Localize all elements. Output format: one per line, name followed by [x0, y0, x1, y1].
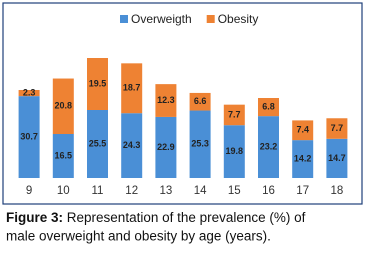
value-label: 7.7: [228, 109, 241, 119]
x-tick-label: 9: [26, 185, 32, 197]
bar-segment: [18, 90, 40, 97]
bar-segment: [258, 116, 279, 178]
value-label: 14.2: [294, 153, 312, 163]
bar-segment: [121, 113, 143, 178]
bar-segment: [52, 78, 74, 134]
value-label: 19.5: [89, 78, 107, 88]
value-label: 22.9: [157, 142, 175, 152]
bar-segment: [258, 98, 279, 117]
bar-segment: [223, 104, 245, 126]
bar-segment: [155, 116, 177, 178]
bar-segment: [87, 110, 108, 178]
value-label: 25.3: [191, 139, 209, 149]
legend-swatch: [120, 15, 128, 23]
bar-segment: [292, 120, 314, 141]
value-label: 7.7: [331, 123, 344, 133]
value-label: 12.3: [157, 95, 175, 105]
caption-label: Figure 3:: [6, 210, 63, 225]
value-label: 19.8: [226, 146, 244, 156]
value-label: 6.8: [262, 101, 275, 111]
value-label: 30.7: [20, 131, 38, 141]
x-tick-label: 10: [57, 185, 70, 197]
bar-segment: [52, 134, 74, 178]
value-label: 6.6: [194, 96, 207, 106]
value-label: 14.7: [328, 153, 346, 163]
value-label: 18.7: [123, 83, 141, 93]
caption-text: male overweight and obesity by age (year…: [6, 229, 271, 244]
legend-label: Overweigth: [131, 12, 192, 26]
x-tick-label: 14: [194, 185, 207, 197]
bar-segment: [87, 58, 108, 110]
bar-segment: [326, 118, 348, 139]
x-tick-label: 13: [160, 185, 173, 197]
x-tick-label: 11: [92, 185, 104, 197]
value-label: 7.4: [296, 125, 309, 135]
bar-segment: [155, 84, 177, 117]
value-label: 24.3: [123, 140, 141, 150]
bar-segment: [292, 140, 314, 178]
value-label: 16.5: [55, 150, 73, 160]
caption-line: Figure 3: Representation of the prevalen…: [6, 210, 306, 225]
bar-segment: [121, 63, 143, 114]
bar-segment: [326, 138, 348, 178]
x-tick-label: 17: [296, 185, 309, 197]
value-label: 20.8: [55, 101, 73, 111]
bar-segment: [18, 96, 40, 178]
x-tick-label: 15: [228, 185, 241, 197]
value-label: 25.5: [89, 138, 107, 148]
bar-segment: [189, 92, 211, 111]
legend-label: Obesity: [218, 12, 259, 26]
x-tick-label: 12: [125, 185, 138, 197]
x-tick-label: 16: [262, 185, 275, 197]
value-label: 2.3: [23, 87, 36, 97]
value-label: 23.2: [260, 141, 278, 151]
bar-segment: [189, 110, 211, 178]
legend-swatch: [206, 15, 215, 23]
x-tick-label: 18: [331, 185, 344, 197]
bar-segment: [223, 125, 245, 178]
caption-text: Representation of the prevalence (%) of: [67, 210, 306, 225]
